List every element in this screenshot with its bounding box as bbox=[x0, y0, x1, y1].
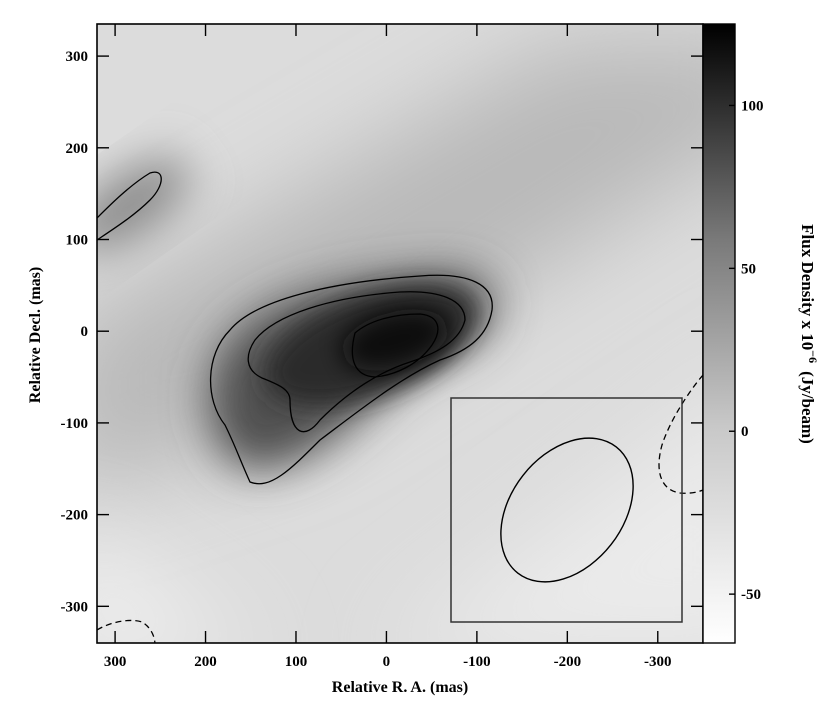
x-tick-label-0: 300 bbox=[104, 654, 127, 670]
beam-box bbox=[450, 397, 683, 623]
colorbar-title-unit: (Jy/beam) bbox=[798, 371, 817, 444]
contour-inner bbox=[351, 313, 439, 378]
colorbar-tick-label-2: 0 bbox=[741, 424, 749, 440]
x-tick-label-6: -300 bbox=[644, 654, 672, 670]
y-tick-label-0: 300 bbox=[66, 49, 89, 65]
contour-negative-bottom-left bbox=[97, 619, 156, 643]
colorbar-tick-labels: 100 50 0 -50 bbox=[741, 98, 764, 603]
x-tick-label-2: 100 bbox=[285, 654, 308, 670]
colorbar-ticks bbox=[729, 104, 735, 595]
contour-left-blob bbox=[97, 171, 162, 241]
colorbar-title-exponent: −6 bbox=[806, 350, 820, 363]
contour-layer bbox=[97, 171, 703, 643]
y-axis-title: Relative Decl. (mas) bbox=[27, 267, 44, 403]
y-tick-label-5: -200 bbox=[61, 508, 89, 524]
x-tick-label-4: -100 bbox=[463, 654, 491, 670]
y-tick-label-6: -300 bbox=[61, 599, 89, 615]
x-tick-label-3: 0 bbox=[383, 654, 391, 670]
x-tick-labels: 300 200 100 0 -100 -200 -300 bbox=[104, 654, 672, 670]
y-tick-label-1: 200 bbox=[66, 141, 89, 157]
x-tick-label-1: 200 bbox=[194, 654, 217, 670]
contour-middle bbox=[247, 291, 466, 433]
y-tick-label-2: 100 bbox=[66, 233, 89, 249]
y-tick-labels: 300 200 100 0 -100 -200 -300 bbox=[61, 49, 89, 615]
x-axis-title: Relative R. A. (mas) bbox=[332, 679, 468, 696]
y-tick-label-3: 0 bbox=[81, 324, 89, 340]
y-tick-label-4: -100 bbox=[61, 416, 89, 432]
contour-negative-right bbox=[658, 374, 703, 494]
beam-ellipse bbox=[500, 437, 634, 583]
colorbar-title-main: Flux Density x 10 bbox=[798, 224, 817, 350]
colorbar-tick-label-0: 100 bbox=[741, 98, 764, 114]
image-background bbox=[97, 24, 703, 643]
colorbar bbox=[702, 23, 736, 644]
axis-ticks bbox=[97, 24, 703, 643]
x-tick-label-5: -200 bbox=[554, 654, 582, 670]
colorbar-tick-label-3: -50 bbox=[741, 587, 761, 603]
colorbar-title: Flux Density x 10−6 (Jy/beam) bbox=[798, 224, 820, 444]
contour-outer bbox=[209, 274, 493, 485]
colorbar-tick-label-1: 50 bbox=[741, 261, 756, 277]
